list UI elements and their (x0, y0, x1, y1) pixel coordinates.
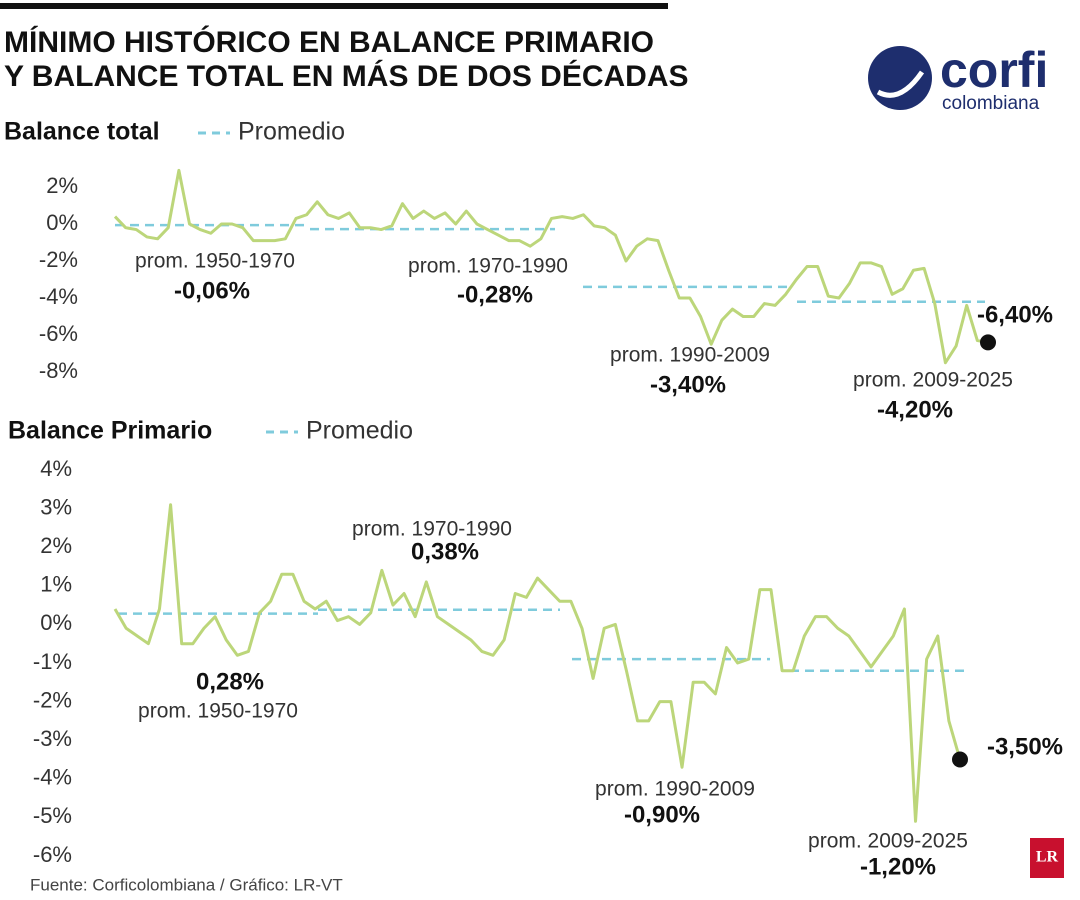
average-period: prom. 1990-2009 (595, 778, 755, 801)
badge-text: LR (1036, 849, 1059, 866)
title-line: Y BALANCE TOTAL EN MÁS DE DOS DÉCADAS (4, 59, 689, 93)
y-tick-label: -4% (33, 765, 72, 790)
end-point (952, 751, 968, 768)
y-tick-label: 2% (46, 173, 78, 198)
y-tick-label: -8% (39, 358, 78, 383)
top-rule (0, 3, 668, 9)
y-tick-label: -3% (33, 726, 72, 751)
logo-sub: colombiana (942, 93, 1040, 114)
y-tick-label: 0% (46, 210, 78, 235)
end-point (980, 334, 996, 351)
average-period: prom. 1970-1990 (352, 518, 512, 541)
y-tick-label: -4% (39, 284, 78, 309)
y-tick-label: 0% (40, 610, 72, 635)
y-tick-label: 4% (40, 456, 72, 481)
average-value: -1,20% (860, 853, 936, 880)
chart-subtitle: Balance total (4, 118, 160, 146)
title-line: MÍNIMO HISTÓRICO EN BALANCE PRIMARIO (4, 25, 654, 59)
average-value: -3,40% (650, 371, 726, 398)
average-period: prom. 1950-1970 (138, 700, 298, 723)
y-tick-label: -5% (33, 803, 72, 828)
badge (1030, 838, 1064, 878)
average-value: 0,28% (196, 668, 264, 695)
average-value: -0,28% (457, 281, 533, 308)
average-value: -0,90% (624, 801, 700, 828)
y-tick-label: -6% (39, 321, 78, 346)
y-tick-label: -2% (39, 247, 78, 272)
y-tick-label: 1% (40, 572, 72, 597)
legend-label: Promedio (238, 118, 345, 146)
chart-subtitle: Balance Primario (8, 417, 212, 445)
source: Fuente: Corficolombiana / Gráfico: LR-VT (30, 875, 343, 894)
y-tick-label: 3% (40, 494, 72, 519)
logo-arrow (876, 70, 925, 98)
average-period: prom. 2009-2025 (808, 830, 968, 853)
y-tick-label: -1% (33, 649, 72, 674)
average-period: prom. 1950-1970 (135, 250, 295, 273)
average-value: -4,20% (877, 396, 953, 423)
logo: corfi colombiana (868, 42, 1048, 114)
data-line (113, 168, 989, 365)
average-value: 0,38% (411, 538, 479, 565)
data-line (113, 503, 962, 823)
y-tick-label: -6% (33, 842, 72, 867)
y-tick-label: 2% (40, 533, 72, 558)
logo-icon (868, 46, 932, 110)
average-value: -0,06% (174, 277, 250, 304)
average-period: prom. 1970-1990 (408, 255, 568, 278)
end-label: -3,50% (987, 733, 1063, 760)
y-tick-label: -2% (33, 687, 72, 712)
end-label: -6,40% (977, 301, 1053, 328)
average-period: prom. 1990-2009 (610, 344, 770, 367)
average-period: prom. 2009-2025 (853, 369, 1013, 392)
legend-label: Promedio (306, 417, 413, 445)
logo-brand: corfi (940, 42, 1048, 98)
